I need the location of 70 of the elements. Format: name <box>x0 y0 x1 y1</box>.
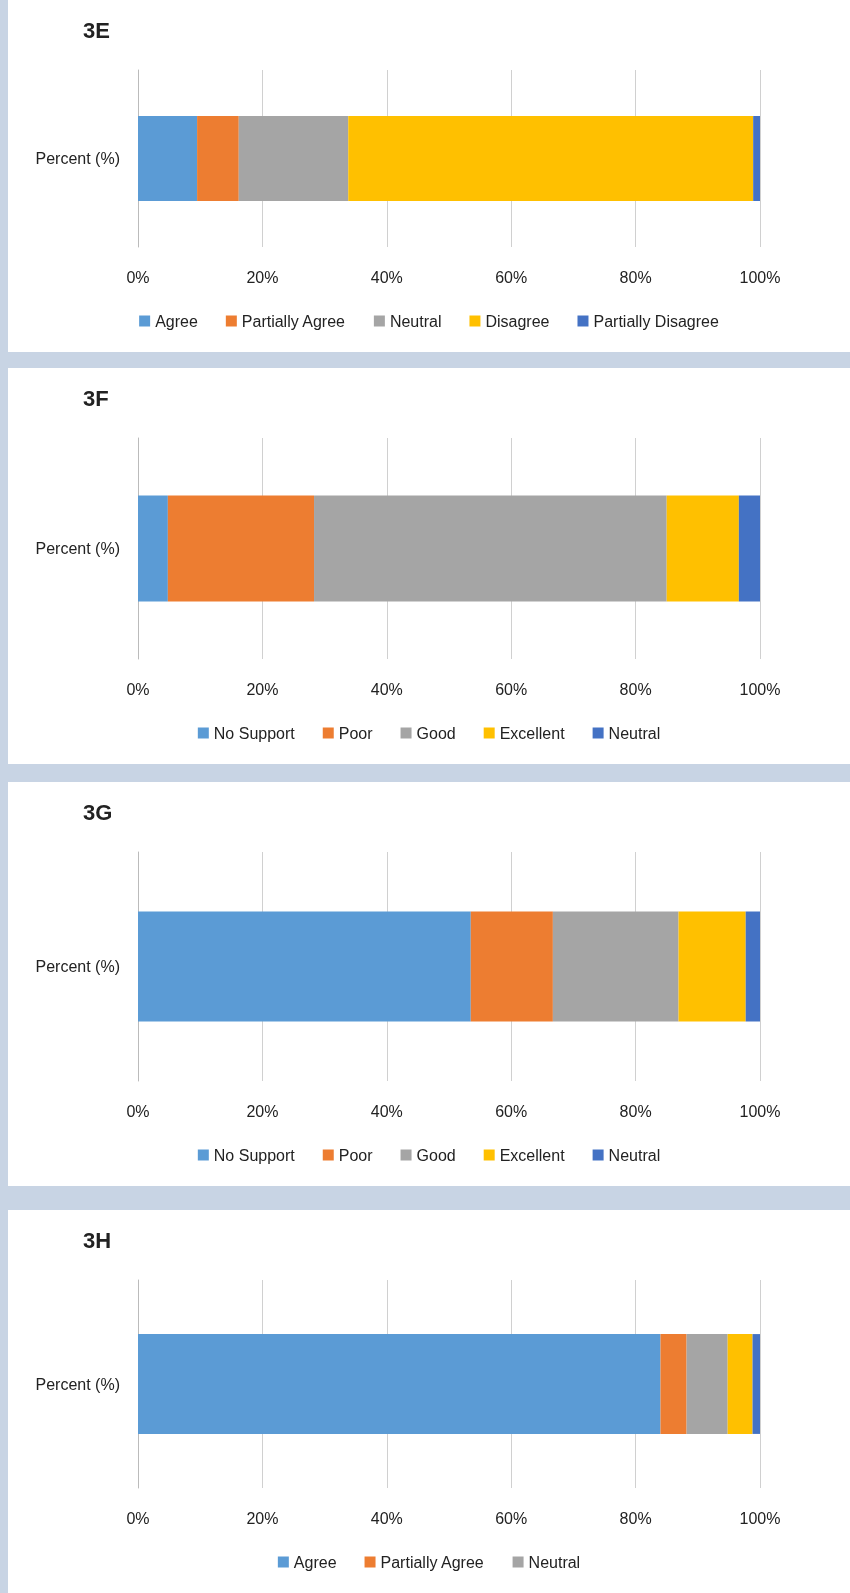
x-tick-label: 80% <box>619 268 652 286</box>
bar <box>752 1334 760 1434</box>
bar <box>686 1334 728 1434</box>
legend-label: Good <box>416 724 456 742</box>
x-tick-label: 20% <box>246 680 279 698</box>
bar <box>167 495 315 602</box>
x-tick-label: 100% <box>739 1102 781 1120</box>
x-tick-label: 0% <box>126 680 150 698</box>
legend-label: Neutral <box>528 1553 581 1571</box>
legend-label: Poor <box>338 724 374 742</box>
legend-label: Partially Disagree <box>593 312 719 330</box>
x-tick-label: 0% <box>126 268 150 286</box>
y-tick-label: Percent (%) <box>35 1375 120 1393</box>
x-tick-label: 20% <box>246 1509 279 1527</box>
bar <box>348 116 754 201</box>
x-tick-label: 100% <box>739 268 781 286</box>
x-tick-label: 80% <box>619 1509 652 1527</box>
bar <box>666 495 739 602</box>
legend-label: Poor <box>338 1146 374 1164</box>
x-tick-label: 80% <box>619 680 652 698</box>
bar <box>660 1334 687 1434</box>
legend-label: No Support <box>213 1146 296 1164</box>
bar <box>138 495 168 602</box>
x-tick-label: 0% <box>126 1509 150 1527</box>
legend-label: Good <box>416 1146 456 1164</box>
legend-label: No Support <box>213 724 296 742</box>
legend-label: Partially Agree <box>241 312 346 330</box>
x-tick-label: 20% <box>246 268 279 286</box>
chart-title: 3E <box>83 17 110 43</box>
legend-label: Partially Agree <box>380 1553 484 1571</box>
bar <box>197 116 239 201</box>
legend-label: Excellent <box>499 1146 566 1164</box>
bar <box>138 116 198 201</box>
bar <box>738 495 760 602</box>
x-tick-label: 80% <box>619 1102 652 1120</box>
x-tick-label: 60% <box>495 680 528 698</box>
legend-label: Excellent <box>499 724 566 742</box>
bar <box>138 1334 661 1434</box>
bar <box>745 911 760 1022</box>
chart-title: 3G <box>83 799 113 825</box>
x-tick-label: 100% <box>739 680 781 698</box>
bar <box>727 1334 753 1434</box>
bar <box>678 911 746 1022</box>
legend-label: Neutral <box>389 312 442 330</box>
bar <box>753 116 760 201</box>
legend-label: Agree <box>293 1553 337 1571</box>
x-tick-label: 40% <box>370 1509 403 1527</box>
legend-label: Neutral <box>608 724 661 742</box>
x-tick-label: 0% <box>126 1102 150 1120</box>
bar <box>552 911 679 1022</box>
x-tick-label: 40% <box>370 680 403 698</box>
x-tick-label: 40% <box>370 268 403 286</box>
x-tick-label: 60% <box>495 1509 528 1527</box>
y-tick-label: Percent (%) <box>35 958 120 975</box>
chart-title: 3H <box>83 1227 112 1253</box>
y-tick-label: Percent (%) <box>35 540 120 557</box>
bar <box>470 911 553 1022</box>
x-tick-label: 60% <box>495 268 528 286</box>
x-tick-label: 20% <box>246 1102 279 1120</box>
bar <box>314 495 667 602</box>
legend-label: Neutral <box>608 1146 661 1164</box>
chart-title: 3F <box>83 385 109 411</box>
legend-label: Agree <box>155 312 198 330</box>
x-tick-label: 100% <box>739 1509 781 1527</box>
x-tick-label: 60% <box>495 1102 528 1120</box>
bar <box>138 911 471 1022</box>
bar <box>238 116 349 201</box>
x-tick-label: 40% <box>370 1102 403 1120</box>
legend-label: Disagree <box>485 312 550 330</box>
y-tick-label: Percent (%) <box>35 150 120 167</box>
